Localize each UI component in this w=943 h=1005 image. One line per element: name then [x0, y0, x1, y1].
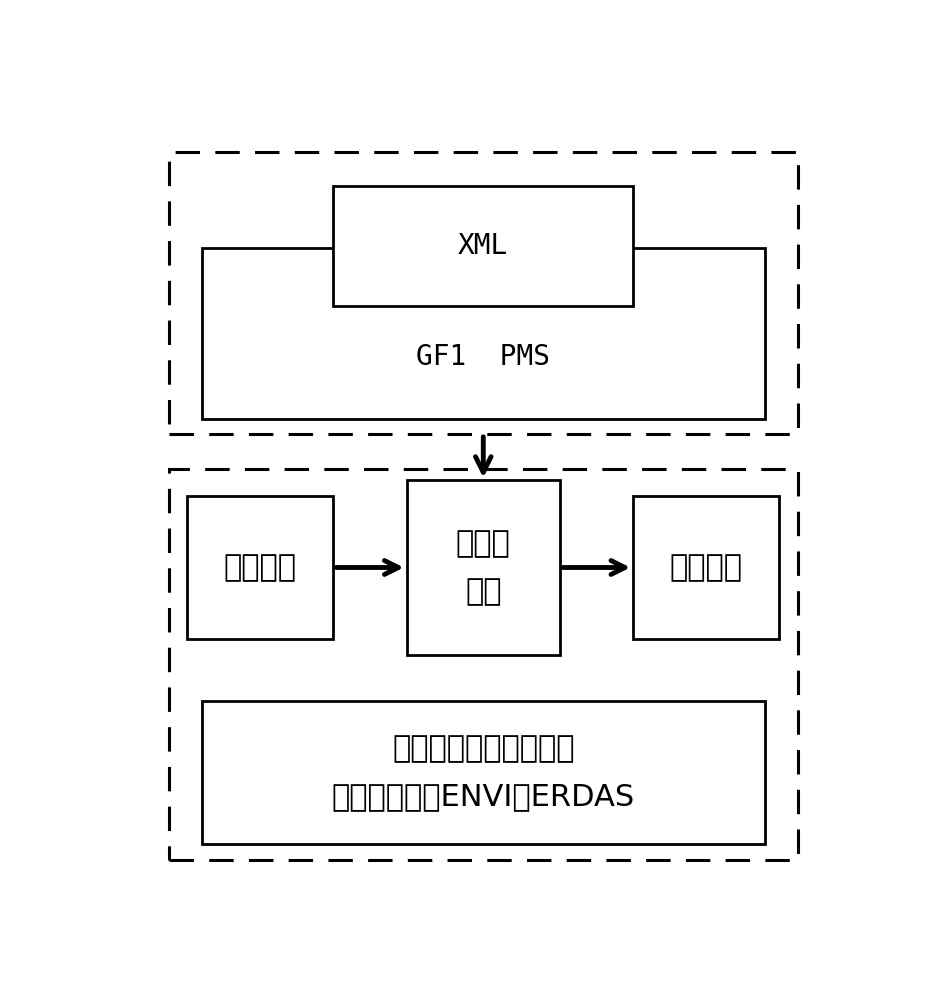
Text: 大气校正: 大气校正 — [670, 553, 743, 582]
Bar — [406, 480, 560, 654]
Text: GF1  PMS: GF1 PMS — [416, 343, 551, 371]
Bar — [334, 186, 633, 307]
Bar — [202, 248, 765, 418]
Text: XML: XML — [458, 232, 508, 260]
Bar — [169, 152, 798, 434]
Text: 自研软件典型应用系统
遥感专业软件ENVI、ERDAS: 自研软件典型应用系统 遥感专业软件ENVI、ERDAS — [332, 735, 635, 811]
Bar — [202, 701, 765, 844]
Bar — [188, 495, 334, 639]
Text: 气溶胶
反演: 气溶胶 反演 — [455, 530, 511, 606]
Text: 辐射校正: 辐射校正 — [223, 553, 297, 582]
Bar — [633, 495, 779, 639]
Bar — [169, 468, 798, 859]
